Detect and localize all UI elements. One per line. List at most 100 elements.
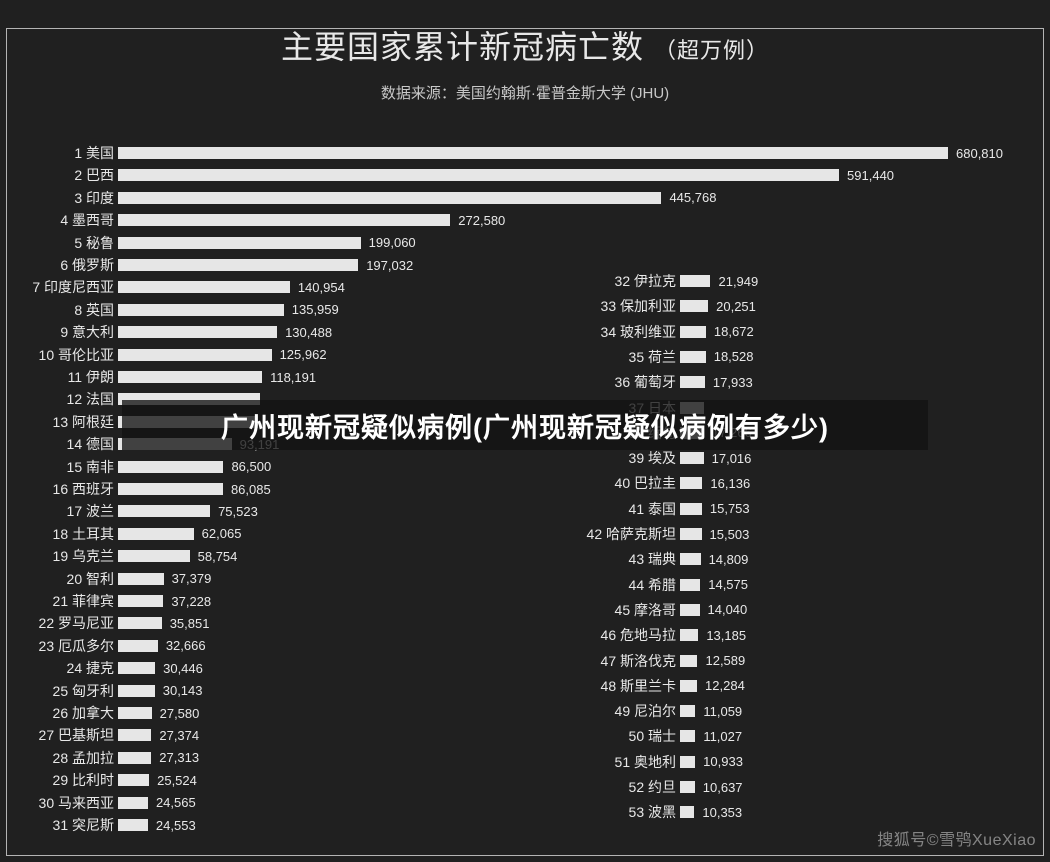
rank-label: 23 厄瓜多尔 <box>0 636 118 656</box>
rank-label: 30 马来西亚 <box>0 793 118 813</box>
bar <box>118 774 149 786</box>
bar-wrap: 445,768 <box>118 190 1050 205</box>
bar <box>680 579 700 591</box>
bar-row: 46 危地马拉13,185 <box>550 624 1050 646</box>
rank-label: 39 埃及 <box>550 448 680 468</box>
rank-label: 8 英国 <box>0 300 118 320</box>
bar-value: 27,580 <box>160 706 200 721</box>
bar <box>680 300 708 312</box>
rank-label: 24 捷克 <box>0 658 118 678</box>
rank-label: 19 乌克兰 <box>0 546 118 566</box>
bar-wrap: 14,040 <box>680 602 1050 617</box>
rank-label: 13 阿根廷 <box>0 412 118 432</box>
bar <box>118 214 450 226</box>
bar-value: 75,523 <box>218 504 258 519</box>
bar-wrap: 10,933 <box>680 754 1050 769</box>
rank-label: 51 奥地利 <box>550 752 680 772</box>
bar <box>118 617 162 629</box>
bar-wrap: 21,949 <box>680 274 1050 289</box>
bar <box>118 819 148 831</box>
bar-value: 15,753 <box>710 501 750 516</box>
bar-value: 14,809 <box>709 552 749 567</box>
rank-label: 49 尼泊尔 <box>550 701 680 721</box>
rank-label: 28 孟加拉 <box>0 748 118 768</box>
bar <box>118 483 223 495</box>
bar-wrap: 12,589 <box>680 653 1050 668</box>
bar-value: 17,933 <box>713 375 753 390</box>
bar-row: 48 斯里兰卡12,284 <box>550 675 1050 697</box>
bar <box>680 477 702 489</box>
bar-value: 591,440 <box>847 168 894 183</box>
bar-row: 39 埃及 17,016 <box>550 447 1050 469</box>
bar <box>680 452 704 464</box>
rank-label: 9 意大利 <box>0 322 118 342</box>
rank-label: 47 斯洛伐克 <box>550 651 680 671</box>
bar-value: 35,851 <box>170 616 210 631</box>
bar <box>118 707 152 719</box>
bar <box>118 595 163 607</box>
bar-value: 445,768 <box>669 190 716 205</box>
bar-wrap: 10,637 <box>680 780 1050 795</box>
rank-label: 40 巴拉圭 <box>550 473 680 493</box>
bar <box>680 326 706 338</box>
bar-value: 62,065 <box>202 526 242 541</box>
bar-value: 11,027 <box>703 729 742 744</box>
bar-value: 32,666 <box>166 638 206 653</box>
bar <box>680 351 706 363</box>
bar-wrap: 15,753 <box>680 501 1050 516</box>
bar <box>118 169 839 181</box>
bar <box>680 503 702 515</box>
rank-label: 15 南非 <box>0 457 118 477</box>
bar <box>118 192 661 204</box>
bar-value: 14,040 <box>708 602 748 617</box>
bar-wrap: 17,933 <box>680 375 1050 390</box>
bar-value: 125,962 <box>280 347 327 362</box>
bar-chart: 1 美国680,8102 巴西591,4403 印度445,7684 墨西哥27… <box>0 142 1050 862</box>
rank-label: 18 土耳其 <box>0 524 118 544</box>
rank-label: 2 巴西 <box>0 165 118 185</box>
bar <box>118 550 190 562</box>
rank-label: 21 菲律宾 <box>0 591 118 611</box>
bar <box>118 371 262 383</box>
bar-value: 17,016 <box>712 451 752 466</box>
bar-value: 20,251 <box>716 299 756 314</box>
bar <box>118 640 158 652</box>
bar-value: 86,085 <box>231 482 271 497</box>
rank-label: 6 俄罗斯 <box>0 255 118 275</box>
bar-value: 15,503 <box>710 527 750 542</box>
bar <box>680 604 700 616</box>
rank-label: 4 墨西哥 <box>0 210 118 230</box>
rank-label: 34 玻利维亚 <box>550 322 680 342</box>
bar <box>118 505 210 517</box>
bar-row: 42 哈萨克斯坦15,503 <box>550 523 1050 545</box>
rank-label: 41 泰国 <box>550 499 680 519</box>
bar-row: 34 玻利维亚 18,672 <box>550 321 1050 343</box>
rank-label: 53 波黑 <box>550 802 680 822</box>
bar-wrap: 17,016 <box>680 451 1050 466</box>
bar-value: 118,191 <box>270 370 316 385</box>
bar-value: 197,032 <box>366 258 413 273</box>
bar-wrap: 12,284 <box>680 678 1050 693</box>
rank-label: 20 智利 <box>0 569 118 589</box>
rank-label: 14 德国 <box>0 434 118 454</box>
bar <box>118 685 155 697</box>
rank-label: 48 斯里兰卡 <box>550 676 680 696</box>
bar <box>118 281 290 293</box>
bar-value: 37,228 <box>171 594 211 609</box>
bar <box>680 655 697 667</box>
bar-row: 51 奥地利10,933 <box>550 751 1050 773</box>
bar <box>118 304 284 316</box>
bar <box>118 752 151 764</box>
bar-row: 50 瑞士 11,027 <box>550 725 1050 747</box>
bar <box>680 528 702 540</box>
bar-value: 18,672 <box>714 324 754 339</box>
rank-label: 16 西班牙 <box>0 479 118 499</box>
rank-label: 3 印度 <box>0 188 118 208</box>
rank-label: 29 比利时 <box>0 770 118 790</box>
watermark: 搜狐号©雪鸮XueXiao <box>877 826 1036 850</box>
rank-label: 50 瑞士 <box>550 726 680 746</box>
rank-label: 35 荷兰 <box>550 347 680 367</box>
bar-value: 130,488 <box>285 325 332 340</box>
rank-label: 33 保加利亚 <box>550 296 680 316</box>
bar-value: 16,136 <box>710 476 750 491</box>
